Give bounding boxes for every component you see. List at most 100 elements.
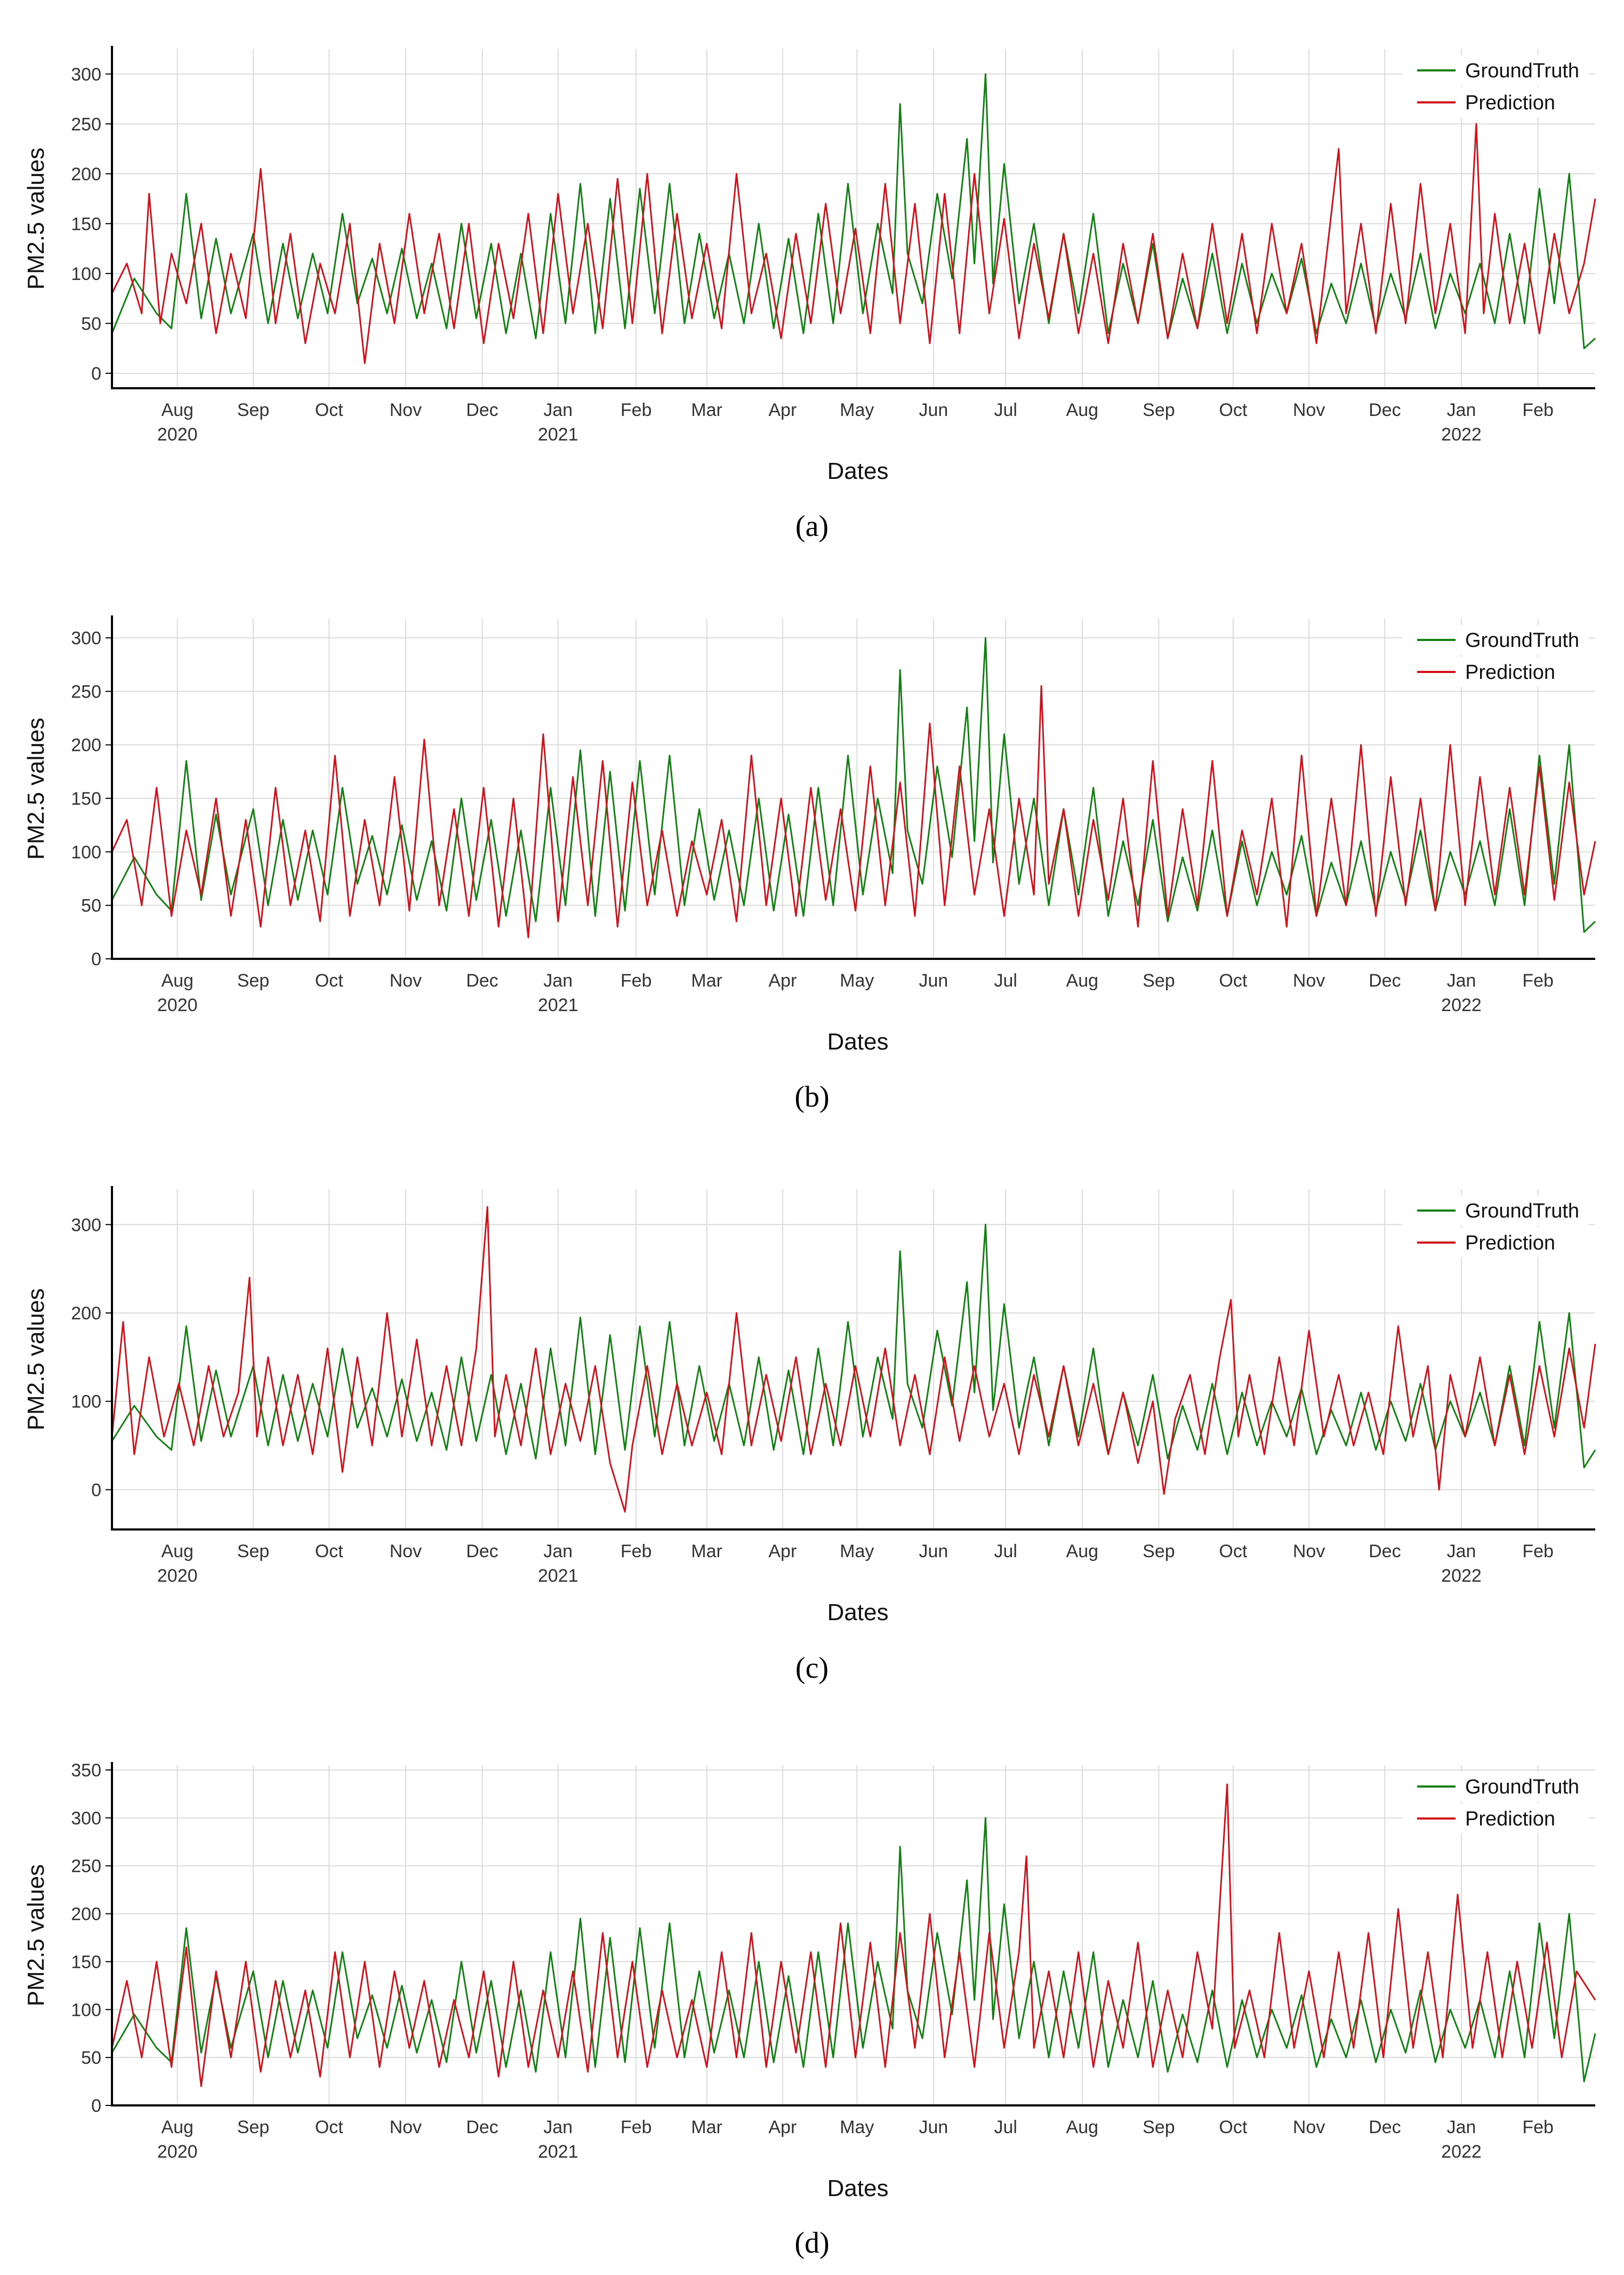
x-tick-year-label: 2022 xyxy=(1441,995,1482,1015)
x-tick-label: Oct xyxy=(315,400,343,420)
x-tick-label: Dec xyxy=(1369,2117,1401,2137)
x-tick-label: Nov xyxy=(390,400,422,420)
x-axis-title: Dates xyxy=(827,1599,889,1625)
x-tick-label: Sep xyxy=(237,1541,270,1561)
x-tick-label: Feb xyxy=(621,971,652,991)
x-tick-label: Dec xyxy=(466,400,498,420)
panel-caption: (d) xyxy=(794,2226,829,2260)
x-tick-label: Dec xyxy=(466,1541,498,1561)
legend-label-prediction: Prediction xyxy=(1465,92,1555,114)
y-axis-title: PM2.5 values xyxy=(23,148,49,290)
x-tick-label: Aug xyxy=(161,1541,194,1561)
x-axis-title: Dates xyxy=(827,458,889,484)
x-tick-label: Dec xyxy=(466,2117,498,2137)
y-axis-title: PM2.5 values xyxy=(23,718,49,860)
y-tick-label: 200 xyxy=(71,1303,101,1324)
x-tick-label: Jun xyxy=(919,2117,948,2137)
x-tick-label: Oct xyxy=(315,2117,343,2137)
series-line-groundtruth xyxy=(111,637,1596,933)
y-tick-label: 200 xyxy=(71,735,101,756)
x-tick-label: Jan xyxy=(543,1541,573,1561)
x-tick-label: Mar xyxy=(691,971,722,991)
x-tick-label: Jun xyxy=(919,1541,948,1561)
x-tick-label: Oct xyxy=(1219,2117,1247,2137)
y-tick-label: 0 xyxy=(91,364,101,384)
x-tick-label: Sep xyxy=(1143,2117,1175,2137)
x-tick-label: Oct xyxy=(1219,971,1247,991)
legend-label-prediction: Prediction xyxy=(1465,1808,1555,1830)
x-tick-label: Aug xyxy=(1066,971,1099,991)
y-tick-label: 300 xyxy=(71,1215,101,1235)
panel-caption: (c) xyxy=(795,1652,829,1685)
x-tick-year-label: 2020 xyxy=(157,2142,198,2162)
x-tick-year-label: 2022 xyxy=(1441,2142,1482,2162)
legend-label-groundtruth: GroundTruth xyxy=(1465,1776,1579,1798)
x-tick-label: Apr xyxy=(768,2117,797,2137)
x-tick-label: Jun xyxy=(919,971,948,991)
y-tick-label: 100 xyxy=(71,2000,101,2020)
chart-panel-3: 0 100 200 300 Aug 2020 Sep Oct Nov Dec Jan 2021 Feb M… xyxy=(23,1186,1596,1685)
x-axis-title: Dates xyxy=(827,1029,889,1055)
x-tick-label: Apr xyxy=(768,1541,797,1561)
x-tick-label: Nov xyxy=(390,2117,422,2137)
x-tick-year-label: 2021 xyxy=(538,995,578,1015)
x-tick-label: Oct xyxy=(1219,1541,1247,1561)
y-tick-label: 0 xyxy=(91,2096,101,2116)
x-tick-label: Sep xyxy=(1143,400,1175,420)
x-tick-label: May xyxy=(840,971,874,991)
x-tick-label: Mar xyxy=(691,2117,722,2137)
series-line-prediction xyxy=(111,123,1596,364)
legend-label-prediction: Prediction xyxy=(1465,661,1555,684)
x-tick-label: Sep xyxy=(1143,971,1175,991)
x-tick-label: Jan xyxy=(1447,400,1476,420)
x-tick-label: Mar xyxy=(691,1541,722,1561)
legend-label-groundtruth: GroundTruth xyxy=(1465,1200,1579,1222)
x-tick-label: Jan xyxy=(1447,2117,1476,2137)
series-line-groundtruth xyxy=(111,73,1596,349)
x-tick-label: Dec xyxy=(1369,1541,1401,1561)
x-tick-label: Jan xyxy=(543,400,573,420)
x-tick-label: Jun xyxy=(919,400,948,420)
x-tick-label: Nov xyxy=(1293,1541,1325,1561)
x-axis-title: Dates xyxy=(827,2175,889,2201)
x-tick-label: Sep xyxy=(237,400,270,420)
legend: GroundTruth Prediction xyxy=(1402,625,1589,687)
series-line-groundtruth xyxy=(111,1223,1596,1469)
y-tick-label: 150 xyxy=(71,789,101,809)
x-tick-label: Nov xyxy=(390,971,422,991)
legend: GroundTruth Prediction xyxy=(1402,1772,1589,1833)
x-tick-label: May xyxy=(840,2117,874,2137)
x-tick-label: Feb xyxy=(621,2117,652,2137)
series-line-prediction xyxy=(111,1206,1596,1513)
y-tick-label: 100 xyxy=(71,842,101,862)
x-tick-year-label: 2020 xyxy=(157,995,198,1015)
x-tick-label: Nov xyxy=(1293,2117,1325,2137)
x-tick-label: Apr xyxy=(768,971,797,991)
legend-label-prediction: Prediction xyxy=(1465,1232,1555,1254)
x-tick-label: Aug xyxy=(161,400,194,420)
x-tick-label: May xyxy=(840,1541,874,1561)
x-tick-label: Aug xyxy=(161,2117,194,2137)
series-line-prediction xyxy=(111,1783,1596,2087)
chart-panel-1: 0 50 100 150 200 250 300 Aug 2020 Sep Oct Nov Dec Jan… xyxy=(23,46,1596,543)
x-tick-year-label: 2022 xyxy=(1441,1566,1482,1586)
y-tick-label: 0 xyxy=(91,949,101,970)
x-tick-year-label: 2021 xyxy=(538,2142,578,2162)
y-tick-label: 300 xyxy=(71,1808,101,1829)
chart-panel-2: 0 50 100 150 200 250 300 Aug 2020 Sep Oct Nov Dec Jan… xyxy=(23,615,1596,1114)
x-tick-label: Feb xyxy=(621,1541,652,1561)
x-tick-label: Jul xyxy=(994,971,1017,991)
x-tick-label: Jan xyxy=(543,971,573,991)
x-tick-year-label: 2021 xyxy=(538,424,578,445)
y-tick-label: 200 xyxy=(71,1904,101,1925)
y-tick-label: 100 xyxy=(71,1392,101,1412)
legend: GroundTruth Prediction xyxy=(1402,1196,1589,1257)
x-tick-year-label: 2022 xyxy=(1441,424,1482,445)
y-axis-title: PM2.5 values xyxy=(23,1864,49,2007)
x-tick-label: Feb xyxy=(621,400,652,420)
x-tick-label: Oct xyxy=(1219,400,1247,420)
y-tick-label: 250 xyxy=(71,682,101,702)
legend: GroundTruth Prediction xyxy=(1402,55,1589,117)
